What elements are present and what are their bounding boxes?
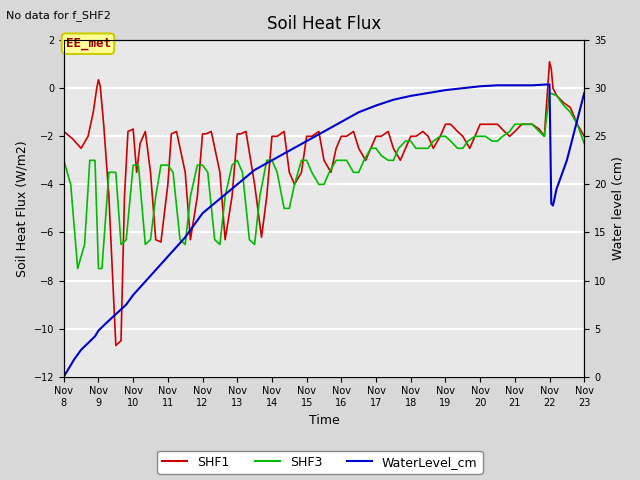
Line: WaterLevel_cm: WaterLevel_cm [64, 84, 584, 377]
WaterLevel_cm [407, 93, 415, 99]
Line: SHF1: SHF1 [64, 62, 584, 346]
WaterLevel_cm [547, 201, 555, 206]
SHF3 [263, 157, 271, 163]
Legend: SHF1, SHF3, WaterLevel_cm: SHF1, SHF3, WaterLevel_cm [157, 451, 483, 474]
WaterLevel_cm [372, 103, 380, 108]
WaterLevel_cm [63, 368, 71, 374]
SHF1 [258, 234, 266, 240]
WaterLevel_cm [337, 119, 345, 125]
SHF3 [169, 169, 177, 175]
Text: EE_met: EE_met [65, 37, 111, 50]
WaterLevel_cm [95, 328, 102, 334]
SHF1 [372, 133, 380, 139]
WaterLevel_cm [493, 83, 501, 88]
WaterLevel_cm [424, 90, 432, 96]
WaterLevel_cm [390, 97, 397, 103]
WaterLevel_cm [129, 292, 137, 298]
Y-axis label: Soil Heat Flux (W/m2): Soil Heat Flux (W/m2) [15, 140, 28, 277]
WaterLevel_cm [70, 357, 78, 362]
SHF3 [74, 265, 81, 271]
Y-axis label: Water level (cm): Water level (cm) [612, 156, 625, 260]
WaterLevel_cm [563, 157, 571, 163]
Title: Soil Heat Flux: Soil Heat Flux [267, 15, 381, 33]
SHF3 [129, 162, 137, 168]
X-axis label: Time: Time [308, 414, 339, 427]
SHF3 [580, 141, 588, 146]
WaterLevel_cm [529, 83, 536, 88]
WaterLevel_cm [268, 157, 276, 163]
SHF3 [117, 241, 125, 247]
WaterLevel_cm [476, 84, 484, 89]
SHF3 [518, 121, 525, 127]
SHF1 [454, 129, 461, 134]
WaterLevel_cm [147, 273, 154, 278]
WaterLevel_cm [546, 82, 554, 87]
Text: No data for f_SHF2: No data for f_SHF2 [6, 10, 111, 21]
WaterLevel_cm [234, 181, 241, 187]
SHF1 [60, 129, 68, 134]
SHF3 [325, 169, 333, 175]
WaterLevel_cm [164, 253, 172, 259]
WaterLevel_cm [251, 167, 259, 173]
WaterLevel_cm [580, 90, 588, 96]
WaterLevel_cm [102, 321, 109, 327]
WaterLevel_cm [552, 186, 560, 192]
WaterLevel_cm [303, 138, 310, 144]
WaterLevel_cm [112, 312, 120, 317]
WaterLevel_cm [216, 196, 224, 202]
SHF1 [141, 129, 149, 134]
WaterLevel_cm [549, 203, 557, 208]
WaterLevel_cm [199, 210, 207, 216]
WaterLevel_cm [77, 347, 85, 353]
WaterLevel_cm [122, 302, 130, 308]
WaterLevel_cm [459, 85, 467, 91]
SHF1 [187, 237, 195, 242]
SHF3 [60, 157, 68, 163]
WaterLevel_cm [67, 362, 74, 368]
SHF3 [546, 90, 554, 96]
WaterLevel_cm [91, 334, 99, 339]
SHF1 [273, 133, 281, 139]
WaterLevel_cm [355, 109, 362, 115]
Line: SHF3: SHF3 [64, 93, 584, 268]
WaterLevel_cm [511, 83, 518, 88]
SHF1 [546, 59, 554, 65]
WaterLevel_cm [181, 234, 189, 240]
WaterLevel_cm [442, 87, 449, 93]
WaterLevel_cm [61, 371, 69, 377]
SHF1 [112, 343, 120, 348]
WaterLevel_cm [60, 374, 68, 380]
WaterLevel_cm [84, 340, 92, 346]
WaterLevel_cm [320, 129, 328, 134]
SHF1 [580, 133, 588, 139]
WaterLevel_cm [285, 148, 293, 154]
